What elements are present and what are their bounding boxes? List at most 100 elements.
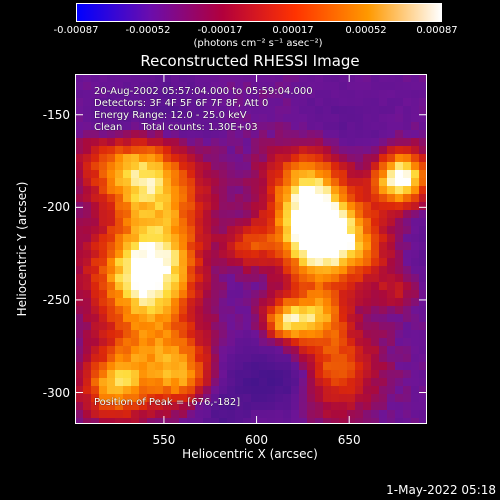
heatmap-cell	[203, 74, 211, 82]
heatmap-cell	[123, 386, 131, 394]
heatmap-cell	[179, 258, 187, 266]
heatmap-cell	[155, 74, 163, 82]
heatmap-cell	[347, 370, 355, 378]
heatmap-cell	[131, 298, 139, 306]
heatmap-cell	[395, 370, 403, 378]
heatmap-cell	[219, 338, 227, 346]
heatmap-cell	[203, 370, 211, 378]
heatmap-cell	[179, 114, 187, 122]
heatmap-cell	[195, 82, 203, 90]
heatmap-cell	[147, 370, 155, 378]
colorbar-tick-label: -0.00087	[53, 25, 99, 36]
heatmap-cell	[379, 218, 387, 226]
heatmap-cell	[331, 234, 339, 242]
heatmap-cell	[307, 402, 315, 410]
heatmap-cell	[267, 274, 275, 282]
heatmap-cell	[219, 218, 227, 226]
heatmap-cell	[315, 114, 323, 122]
heatmap-cell	[163, 74, 171, 82]
heatmap-cell	[235, 418, 243, 424]
heatmap-cell	[219, 186, 227, 194]
heatmap-cell	[291, 306, 299, 314]
heatmap-cell	[339, 122, 347, 130]
heatmap-cell	[163, 98, 171, 106]
heatmap-cell	[195, 98, 203, 106]
heatmap-cell	[323, 322, 331, 330]
heatmap-cell	[299, 186, 307, 194]
heatmap-cell	[403, 402, 411, 410]
heatmap-cell	[115, 170, 123, 178]
heatmap-cell	[371, 202, 379, 210]
heatmap-cell	[299, 418, 307, 424]
heatmap-cell	[275, 314, 283, 322]
heatmap-cell	[235, 82, 243, 90]
heatmap-cell	[195, 386, 203, 394]
heatmap-cell	[403, 418, 411, 424]
heatmap-cell	[203, 146, 211, 154]
heatmap-cell	[99, 218, 107, 226]
heatmap-cell	[251, 106, 259, 114]
heatmap-cell	[179, 282, 187, 290]
heatmap-cell	[147, 154, 155, 162]
heatmap-cell	[363, 234, 371, 242]
heatmap-cell	[323, 186, 331, 194]
heatmap-cell	[363, 186, 371, 194]
heatmap-cell	[243, 258, 251, 266]
heatmap-cell	[315, 410, 323, 418]
heatmap-cell	[107, 162, 115, 170]
heatmap-cell	[411, 242, 419, 250]
heatmap-cell	[211, 386, 219, 394]
heatmap-cell	[419, 354, 427, 362]
heatmap-cell	[331, 298, 339, 306]
heatmap-cell	[99, 274, 107, 282]
heatmap-cell	[195, 186, 203, 194]
heatmap-cell	[355, 330, 363, 338]
heatmap-cell	[387, 418, 395, 424]
heatmap-cell	[259, 90, 267, 98]
heatmap-cell	[323, 338, 331, 346]
heatmap-cell	[371, 178, 379, 186]
heatmap-cell	[155, 370, 163, 378]
heatmap-cell	[147, 402, 155, 410]
heatmap-cell	[355, 98, 363, 106]
heatmap-cell	[251, 122, 259, 130]
heatmap-cell	[83, 90, 91, 98]
heatmap-cell	[387, 386, 395, 394]
heatmap-cell	[299, 306, 307, 314]
heatmap-cell	[155, 386, 163, 394]
heatmap-cell	[315, 418, 323, 424]
heatmap-cell	[259, 146, 267, 154]
heatmap-cell	[371, 242, 379, 250]
heatmap-cell	[259, 330, 267, 338]
heatmap-cell	[155, 338, 163, 346]
heatmap-cell	[395, 330, 403, 338]
heatmap-cell	[163, 370, 171, 378]
heatmap-cell	[387, 290, 395, 298]
heatmap-cell	[147, 170, 155, 178]
heatmap-cell	[227, 178, 235, 186]
heatmap-cell	[339, 258, 347, 266]
heatmap-cell	[395, 210, 403, 218]
heatmap-cell	[267, 250, 275, 258]
heatmap-cell	[75, 234, 83, 242]
heatmap-cell	[331, 394, 339, 402]
heatmap-cell	[379, 106, 387, 114]
heatmap-cell	[347, 314, 355, 322]
heatmap-cell	[115, 210, 123, 218]
heatmap-cell	[387, 154, 395, 162]
heatmap-cell	[387, 394, 395, 402]
heatmap-cell	[115, 274, 123, 282]
heatmap-cell	[91, 234, 99, 242]
heatmap-cell	[83, 338, 91, 346]
heatmap-cell	[323, 274, 331, 282]
heatmap-cell	[323, 202, 331, 210]
heatmap-cell	[163, 154, 171, 162]
heatmap-cell	[179, 210, 187, 218]
heatmap-cell	[163, 258, 171, 266]
heatmap-cell	[211, 226, 219, 234]
heatmap-cell	[75, 362, 83, 370]
heatmap-cell	[123, 234, 131, 242]
heatmap-cell	[227, 266, 235, 274]
heatmap-cell	[363, 282, 371, 290]
heatmap-cell	[275, 354, 283, 362]
